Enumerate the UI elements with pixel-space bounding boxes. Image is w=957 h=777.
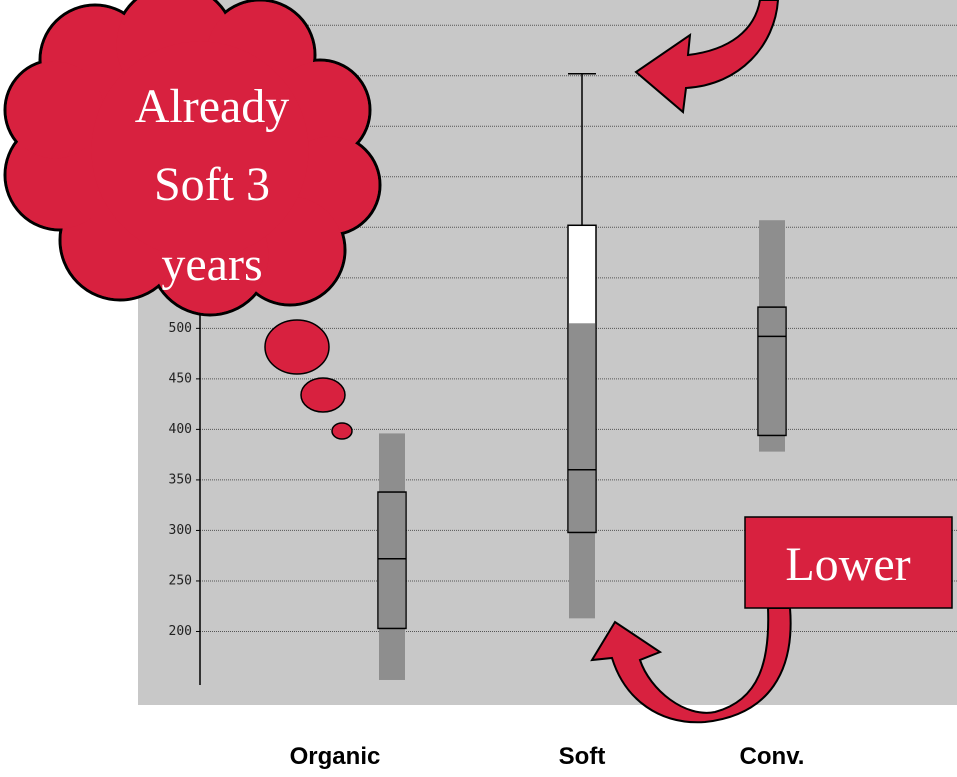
y-tick-label: 450: [169, 371, 192, 386]
chart: 200250300350400450500550600650700750800 …: [0, 0, 957, 777]
cloud-puff: [92, 42, 309, 259]
y-tick-label: 500: [169, 321, 192, 336]
thought-bubble: [332, 423, 352, 439]
callout-text: Lower: [785, 538, 910, 591]
y-tick-label: 200: [169, 624, 192, 639]
cloud-text: Already: [135, 80, 290, 133]
cloud-text: Soft 3: [154, 158, 270, 211]
y-tick-label: 300: [169, 523, 192, 538]
y-tick-label: 350: [169, 472, 192, 487]
range-band: [379, 433, 405, 680]
cloud-text: years: [161, 238, 262, 291]
cloud-puff: [7, 62, 104, 159]
thought-bubble: [265, 320, 329, 374]
y-tick-label: 250: [169, 573, 192, 588]
thought-bubble: [301, 378, 345, 412]
range-band: [569, 323, 595, 618]
x-tick-label: Conv.: [740, 743, 805, 770]
x-tick-label: Organic: [290, 743, 381, 770]
y-tick-label: 400: [169, 422, 192, 437]
x-tick-label: Soft: [559, 743, 606, 770]
